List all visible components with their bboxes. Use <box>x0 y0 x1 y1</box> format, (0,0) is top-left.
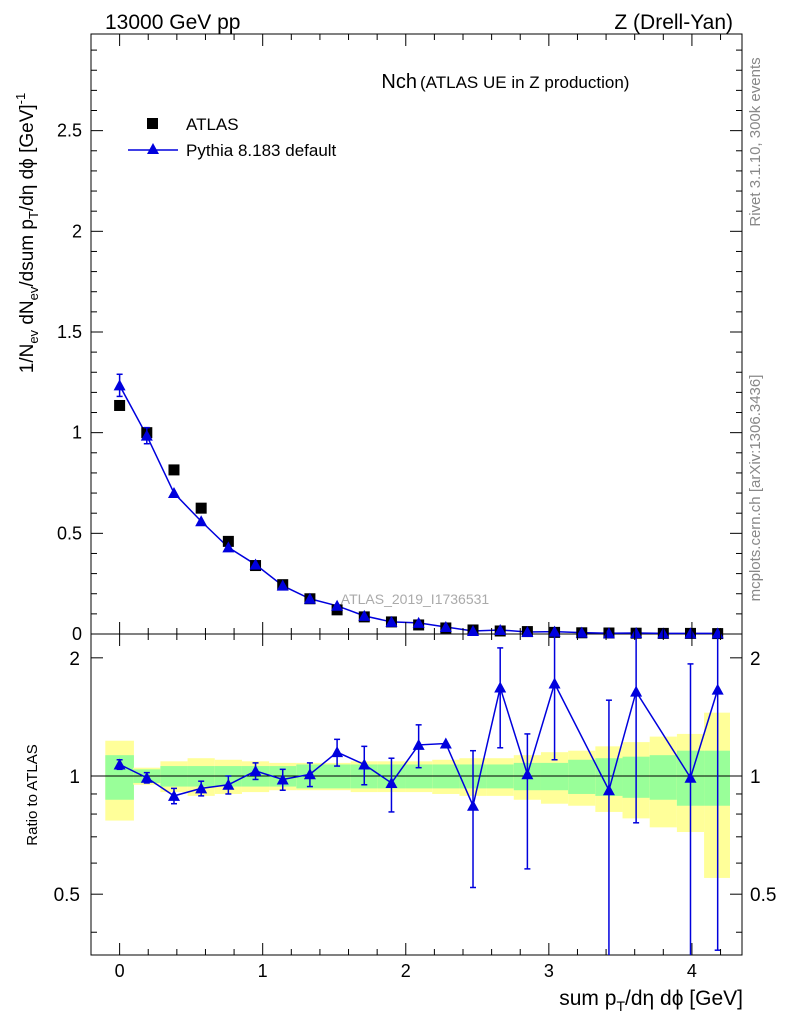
atlas-point <box>114 399 126 411</box>
mc-point <box>575 626 588 638</box>
ratio-point <box>167 789 180 801</box>
stat-uncertainty-band <box>540 762 569 791</box>
y-tick-label: 2 <box>72 221 82 241</box>
ratio-point <box>684 771 697 783</box>
ratio-point <box>711 683 724 695</box>
mc-point <box>630 626 643 638</box>
analysis-watermark: ATLAS_2019_I1736531 <box>341 591 490 607</box>
mc-point <box>276 579 289 591</box>
source-label: mcplots.cern.ch [arXiv:1306.3436] <box>747 375 764 602</box>
ratio-y-tick-label: 2 <box>69 649 80 670</box>
ratio-plot-frame <box>90 633 743 956</box>
mc-point <box>303 592 316 604</box>
ratio-point <box>602 784 615 796</box>
ratio-y-tick-label-right: 0.5 <box>750 885 776 906</box>
mc-point <box>684 627 697 639</box>
process-label: Z (Drell-Yan) <box>614 11 733 34</box>
ratio-point <box>140 771 153 783</box>
atlas-point <box>222 535 234 547</box>
x-tick-label: 2 <box>401 961 411 981</box>
mc-point <box>412 616 425 628</box>
y-tick-label: 1 <box>72 423 82 443</box>
ratio-point <box>303 768 316 780</box>
ratio-point <box>548 677 561 689</box>
ratio-y-tick-label: 1 <box>69 767 80 788</box>
mc-point <box>195 515 208 527</box>
ratio-point <box>521 768 534 780</box>
ratio-y-axis-label: Ratio to ATLAS <box>24 744 41 845</box>
mc-point <box>331 599 344 611</box>
mc-point <box>385 615 398 627</box>
ticks: 0 1 2 3 4 0 0.5 1 1.5 2 2.5 0.5 0.5 1 1 2 2 <box>54 34 776 981</box>
x-tick-label: 1 <box>258 961 268 981</box>
mc-point <box>140 429 153 441</box>
energy-label: 13000 GeV pp <box>105 11 240 34</box>
ratio-point <box>249 764 262 776</box>
mc-point <box>467 624 480 636</box>
stat-uncertainty-band <box>649 755 677 800</box>
plot-title-main: Nch <box>381 71 417 93</box>
y-tick-label: 0.5 <box>57 523 82 543</box>
main-plot-marks <box>113 373 724 640</box>
ratio-point <box>439 737 452 749</box>
x-tick-label: 0 <box>115 961 125 981</box>
legend-mc-marker <box>147 143 159 154</box>
ratio-point <box>195 782 208 794</box>
ratio-point <box>630 685 643 697</box>
ratio-point <box>331 746 344 758</box>
legend-atlas-label: ATLAS <box>186 115 239 134</box>
atlas-point <box>168 464 180 476</box>
mc-point <box>494 623 507 635</box>
ratio-plot-marks <box>113 634 724 955</box>
mc-point <box>358 609 371 621</box>
ratio-point <box>113 758 126 770</box>
atlas-point <box>195 502 207 514</box>
mc-point <box>521 625 534 637</box>
x-tick-label: 3 <box>544 961 554 981</box>
mc-point <box>249 558 262 570</box>
ratio-point <box>494 681 507 693</box>
axes-frames <box>90 33 743 956</box>
x-tick-label: 4 <box>687 961 697 981</box>
ratio-y-tick-label-right: 2 <box>750 649 761 670</box>
ratio-point <box>385 776 398 788</box>
y-tick-label: 0 <box>72 624 82 644</box>
mc-point <box>113 379 126 391</box>
mc-point <box>439 620 452 632</box>
legend-mc-label: Pythia 8.183 default <box>186 141 337 160</box>
y-axis-label: 1/Nev dNev/dsum pT/dη dϕ [GeV]-1 <box>13 93 41 374</box>
ratio-y-tick-label-right: 1 <box>750 767 761 788</box>
ratio-point <box>467 799 480 811</box>
plot-title-sub: (ATLAS UE in Z production) <box>420 73 629 92</box>
y-tick-label: 2.5 <box>57 121 82 141</box>
ratio-point <box>412 738 425 750</box>
mc-point <box>222 541 235 553</box>
ratio-point <box>222 778 235 790</box>
x-axis-label: sum pT/dη dϕ [GeV] <box>559 987 743 1014</box>
ratio-point <box>276 773 289 785</box>
rivet-label: Rivet 3.1.10, 300k events <box>747 57 764 226</box>
ratio-point <box>358 758 371 770</box>
stat-uncertainty-band <box>568 759 596 794</box>
mc-point <box>167 487 180 499</box>
y-tick-label: 1.5 <box>57 322 82 342</box>
ratio-y-tick-label: 0.5 <box>54 885 80 906</box>
mc-point <box>548 625 561 637</box>
legend-atlas-marker <box>147 118 158 129</box>
